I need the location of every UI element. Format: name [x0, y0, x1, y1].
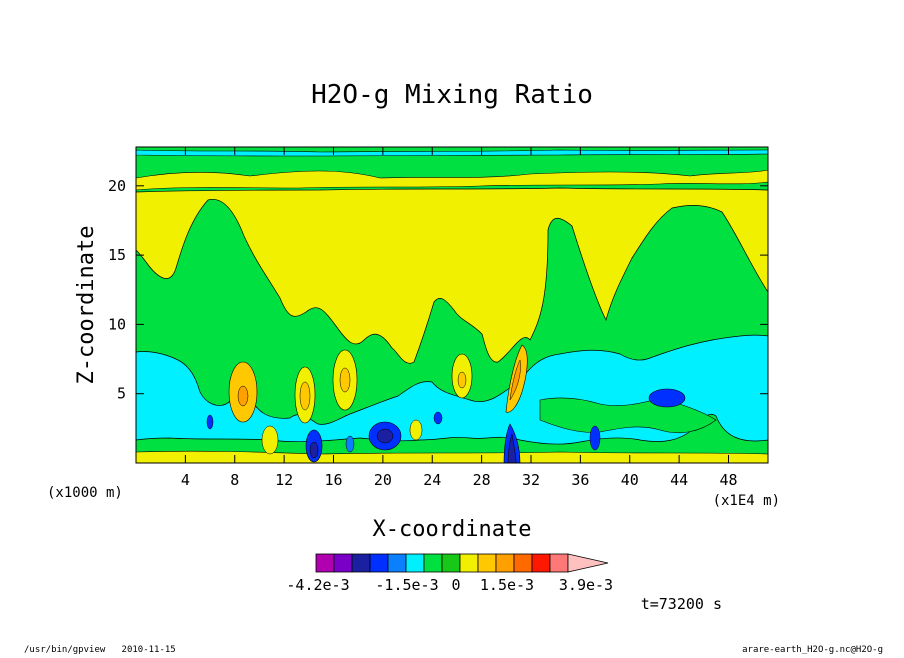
core-blue-4: [648, 388, 686, 408]
x-tick-label: 40: [621, 471, 639, 489]
core-blue-5: [589, 425, 601, 451]
core-navy-1: [376, 428, 394, 444]
core-blue-6: [206, 414, 214, 430]
x-tick-label: 12: [275, 471, 293, 489]
colorbar-arrow: [567, 553, 609, 573]
core-yellow-bottom-2: [409, 419, 423, 441]
time-label: t=73200 s: [641, 595, 722, 613]
footer-left: /usr/bin/gpview 2010-11-15: [24, 645, 176, 654]
colorbar-label: 1.5e-3: [480, 576, 534, 594]
x-unit-left: (x1000 m): [47, 485, 123, 501]
y-axis-label: Z-coordinate: [74, 226, 99, 385]
field-bottom-yellow-strip: [136, 450, 768, 463]
core-orange-3: [339, 367, 351, 393]
core-yellow-bottom: [261, 425, 279, 455]
colorbar-swatch: [405, 553, 425, 573]
colorbar-swatch: [459, 553, 479, 573]
y-axis: 5 10 15 20: [108, 177, 768, 403]
colorbar-label: 0: [451, 576, 460, 594]
y-tick-label: 10: [108, 315, 126, 333]
core-blue-8: [345, 435, 355, 453]
colorbar-swatch: [441, 553, 461, 573]
footer-right: arare-earth_H2O-g.nc@H2O-g: [742, 645, 883, 654]
colorbar-swatch: [513, 553, 533, 573]
colorbar-swatch: [495, 553, 515, 573]
x-tick-label: 48: [719, 471, 737, 489]
core-red-5: [509, 359, 521, 401]
chart-title: H2O-g Mixing Ratio: [311, 80, 593, 110]
colorbar-swatch: [387, 553, 407, 573]
core-orange-4: [457, 371, 467, 389]
colorbar-swatch: [549, 553, 569, 573]
y-tick-label: 20: [108, 177, 126, 195]
colorbar-labels: -4.2e-3 -1.5e-3 0 1.5e-3 3.9e-3: [286, 576, 613, 594]
x-tick-label: 16: [324, 471, 342, 489]
core-orange-2: [299, 381, 311, 411]
colorbar-swatch: [423, 553, 443, 573]
x-tick-label: 44: [670, 471, 688, 489]
colorbar-label: -4.2e-3: [286, 576, 349, 594]
y-tick-label: 5: [117, 385, 126, 403]
core-navy-2: [309, 441, 319, 459]
colorbar-swatch: [333, 553, 353, 573]
x-tick-label: 24: [423, 471, 441, 489]
y-tick-label: 15: [108, 246, 126, 264]
plot-frame: [135, 146, 769, 464]
x-tick-label: 32: [522, 471, 540, 489]
field-yellow-upper: [136, 187, 768, 364]
colorbar-swatch: [531, 553, 551, 573]
plot-area: [135, 146, 769, 464]
core-navy-3: [507, 433, 517, 463]
x-tick-label: 28: [473, 471, 491, 489]
colorbar-label: 3.9e-3: [559, 576, 613, 594]
colorbar-label: -1.5e-3: [375, 576, 438, 594]
field-top-cyan-strip: [136, 149, 768, 157]
x-tick-label: 36: [571, 471, 589, 489]
colorbar-swatch: [477, 553, 497, 573]
core-orange-1b: [237, 385, 249, 407]
x-tick-label: 4: [181, 471, 190, 489]
x-tick-label: 20: [374, 471, 392, 489]
x-axis: 4 8 12 16 20 24 28 32 36 40 44 48: [181, 147, 738, 489]
colorbar-swatch: [369, 553, 389, 573]
core-blue-7: [433, 411, 443, 425]
colorbar-swatch: [315, 553, 335, 573]
field-top-yellow-strip: [136, 169, 768, 191]
x-unit-right: (x1E4 m): [713, 493, 780, 509]
colorbar-swatch: [351, 553, 371, 573]
x-axis-label: X-coordinate: [373, 517, 532, 542]
colorbar: [315, 553, 609, 573]
x-tick-label: 8: [230, 471, 239, 489]
